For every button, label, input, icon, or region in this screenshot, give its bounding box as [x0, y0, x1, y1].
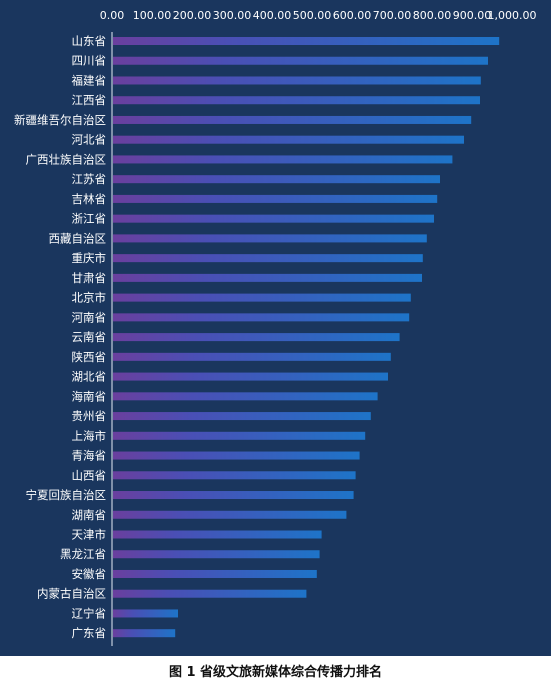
y-category-label: 云南省 [72, 330, 107, 344]
bar [113, 214, 434, 223]
bar [113, 194, 438, 203]
y-category-label: 湖北省 [72, 370, 107, 384]
bar [113, 412, 371, 421]
bar [113, 293, 411, 302]
y-category-label: 河北省 [72, 133, 107, 147]
y-category-label: 黑龙江省 [60, 547, 106, 561]
y-category-label: 天津市 [72, 528, 107, 542]
y-category-label: 新疆维吾尔自治区 [14, 113, 106, 127]
y-category-label: 贵州省 [72, 409, 107, 423]
bar [113, 96, 480, 105]
x-tick-label: 600.00 [333, 9, 372, 22]
bar [113, 37, 500, 45]
y-category-label: 吉林省 [72, 192, 107, 206]
y-category-label: 青海省 [72, 449, 107, 463]
bar [113, 254, 423, 263]
y-category-label: 陕西省 [72, 350, 107, 364]
bar [113, 76, 481, 85]
y-category-label: 江西省 [72, 93, 107, 107]
bars: 山东省四川省福建省江西省新疆维吾尔自治区河北省广西壮族自治区江苏省吉林省浙江省西… [14, 34, 500, 640]
y-category-label: 北京市 [72, 291, 107, 305]
bar [113, 352, 391, 361]
bar [113, 471, 356, 480]
x-tick-label: 400.00 [253, 9, 292, 22]
bar [113, 392, 378, 401]
bar [113, 431, 366, 440]
bar [113, 115, 472, 124]
x-axis: 0.00 100.00 200.00 300.00 400.00 500.00 600.00… [100, 9, 537, 22]
y-category-label: 广西壮族自治区 [26, 152, 107, 166]
bar [113, 510, 347, 519]
y-category-label: 内蒙古自治区 [37, 587, 106, 601]
y-category-label: 辽宁省 [72, 606, 107, 620]
y-category-label: 浙江省 [72, 212, 107, 226]
y-category-label: 山东省 [72, 34, 107, 48]
y-category-label: 宁夏回族自治区 [26, 488, 107, 502]
y-category-label: 福建省 [72, 73, 107, 87]
x-tick-label: 1,000.00 [488, 9, 537, 22]
y-category-label: 海南省 [72, 389, 107, 403]
x-tick-label: 200.00 [173, 9, 212, 22]
bar [113, 589, 307, 598]
bar [113, 175, 440, 184]
bar [113, 273, 422, 282]
x-tick-label: 900.00 [453, 9, 492, 22]
x-tick-label: 500.00 [293, 9, 332, 22]
y-category-label: 山西省 [72, 468, 107, 482]
bar [113, 313, 410, 322]
chart-panel [0, 0, 551, 656]
bar [113, 491, 354, 500]
bar [113, 234, 427, 243]
bar [113, 550, 320, 559]
x-tick-label: 300.00 [213, 9, 252, 22]
x-tick-label: 700.00 [373, 9, 412, 22]
y-category-label: 甘肃省 [72, 271, 107, 285]
bar [113, 372, 388, 381]
bar-chart: 0.00 100.00 200.00 300.00 400.00 500.00 600.00… [14, 9, 537, 646]
y-category-label: 重庆市 [72, 251, 107, 265]
y-category-label: 湖南省 [72, 508, 107, 522]
bar [113, 451, 360, 460]
y-category-label: 安徽省 [72, 567, 107, 581]
bar [113, 609, 178, 618]
bar [113, 333, 400, 342]
bar [113, 629, 176, 638]
y-category-label: 四川省 [72, 54, 107, 68]
y-category-label: 西藏自治区 [49, 231, 107, 245]
bar [113, 56, 488, 65]
y-category-label: 江苏省 [72, 172, 107, 186]
x-tick-label: 0.00 [100, 9, 125, 22]
y-category-label: 河南省 [72, 310, 107, 324]
bar [113, 155, 453, 164]
y-category-label: 上海市 [72, 429, 107, 443]
figure-caption: 图 1 省级文旅新媒体综合传播力排名 [168, 665, 383, 680]
y-category-label: 广东省 [72, 626, 107, 640]
x-tick-label: 800.00 [413, 9, 452, 22]
bar [113, 569, 317, 578]
bar [113, 135, 464, 144]
bar [113, 530, 322, 539]
x-tick-label: 100.00 [133, 9, 172, 22]
